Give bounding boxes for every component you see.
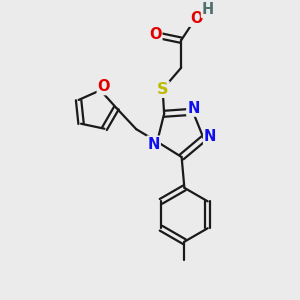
Text: O: O [149, 27, 161, 42]
Text: O: O [98, 79, 110, 94]
Text: N: N [147, 136, 160, 152]
Text: O: O [190, 11, 203, 26]
Text: N: N [187, 101, 200, 116]
Text: N: N [204, 130, 217, 145]
Text: S: S [157, 82, 168, 97]
Text: H: H [202, 2, 214, 17]
